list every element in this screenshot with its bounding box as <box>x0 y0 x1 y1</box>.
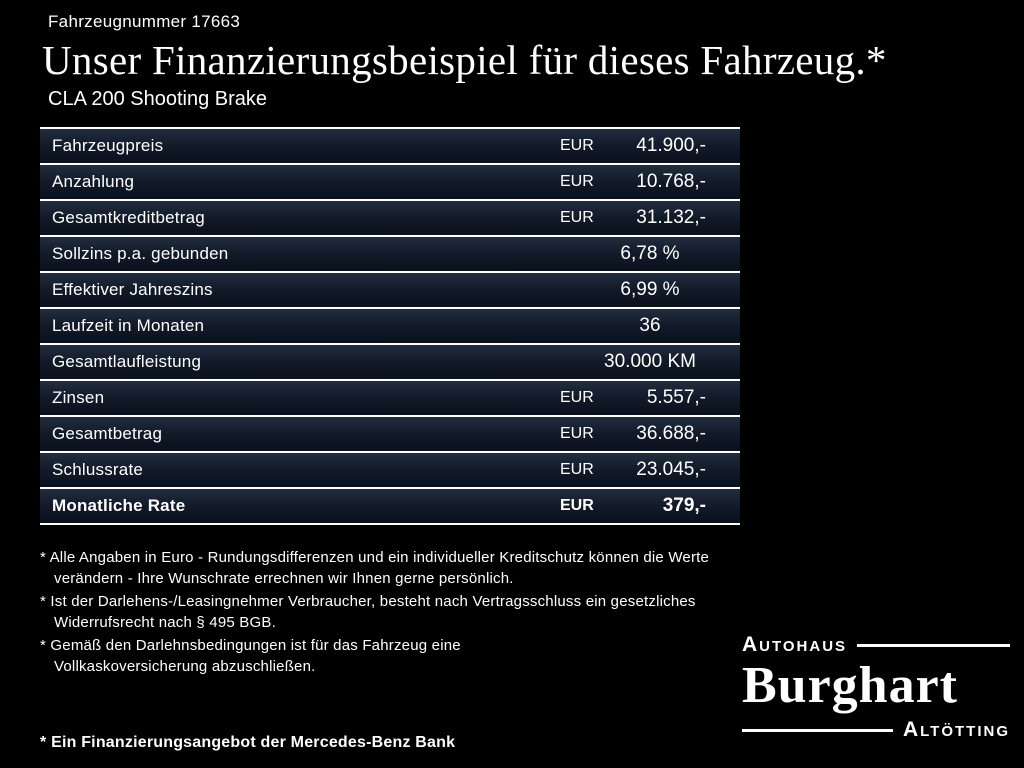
dealer-logo: Autohaus Burghart Altötting <box>742 633 1010 742</box>
row-value: 36.688,- <box>636 423 706 444</box>
row-value-area: EUR 31.132,- <box>560 201 740 235</box>
row-label: Fahrzeugpreis <box>52 136 164 155</box>
financing-offer-note: * Ein Finanzierungsangebot der Mercedes-… <box>40 734 456 751</box>
logo-altoetting-label: Altötting <box>902 718 1010 741</box>
table-row: Anzahlung EUR 10.768,- <box>40 165 740 201</box>
table-row: Laufzeit in Monaten 36 <box>40 309 740 345</box>
row-value-area: 36 <box>560 309 740 343</box>
footnotes: * Alle Angaben in Euro - Rundungsdiffere… <box>40 547 754 678</box>
row-label: Anzahlung <box>52 172 135 191</box>
vehicle-number: Fahrzeugnummer 17663 <box>48 12 241 31</box>
row-label: Sollzins p.a. gebunden <box>52 244 229 263</box>
row-value: 5.557,- <box>646 387 706 408</box>
row-value: 36 <box>639 315 661 336</box>
vehicle-model: CLA 200 Shooting Brake <box>48 88 268 110</box>
table-row: Gesamtbetrag EUR 36.688,- <box>40 417 740 453</box>
footnote: * Gemäß den Darlehnsbedingungen ist für … <box>40 636 461 676</box>
row-value-area: EUR 36.688,- <box>560 417 740 451</box>
row-value: 6,78 % <box>620 243 680 264</box>
row-value-area: 30.000 KM <box>560 345 740 379</box>
row-value: 30.000 KM <box>604 351 696 372</box>
row-label: Laufzeit in Monaten <box>52 316 205 335</box>
table-row: Zinsen EUR 5.557,- <box>40 381 740 417</box>
footnote: * Alle Angaben in Euro - Rundungsdiffere… <box>40 549 710 588</box>
row-currency: EUR <box>560 425 594 442</box>
table-row: Monatliche Rate EUR 379,- <box>40 489 740 525</box>
row-currency: EUR <box>560 461 594 478</box>
row-value: 379,- <box>662 495 706 516</box>
row-value-area: EUR 5.557,- <box>560 381 740 415</box>
row-label: Gesamtbetrag <box>52 424 163 443</box>
row-label: Monatliche Rate <box>52 496 186 515</box>
row-currency: EUR <box>560 497 594 514</box>
logo-bottom-rule <box>742 728 893 732</box>
logo-autohaus-label: Autohaus <box>742 633 848 657</box>
row-value: 6,99 % <box>620 279 680 300</box>
row-value: 31.132,- <box>636 207 706 228</box>
table-row: Gesamtlaufleistung 30.000 KM <box>40 345 740 381</box>
table-row: Sollzins p.a. gebunden 6,78 % <box>40 237 740 273</box>
row-currency: EUR <box>560 173 594 190</box>
row-label: Effektiver Jahreszins <box>52 280 213 299</box>
logo-bottom-row: Altötting <box>742 718 1010 742</box>
row-currency: EUR <box>560 389 594 406</box>
row-label: Gesamtkreditbetrag <box>52 208 205 227</box>
row-label: Schlussrate <box>52 460 144 479</box>
row-value-area: EUR 379,- <box>560 489 740 523</box>
row-currency: EUR <box>560 209 594 226</box>
row-value: 41.900,- <box>636 135 706 156</box>
footnote: * Ist der Darlehens-/Leasingnehmer Verbr… <box>40 592 696 632</box>
row-label: Zinsen <box>52 388 105 407</box>
row-value-area: EUR 23.045,- <box>560 453 740 487</box>
logo-top-row: Autohaus <box>742 633 1010 657</box>
table-row: Effektiver Jahreszins 6,99 % <box>40 273 740 309</box>
row-currency: EUR <box>560 137 594 154</box>
row-value-area: EUR 10.768,- <box>560 165 740 199</box>
row-value-area: 6,99 % <box>560 273 740 307</box>
finance-table: Fahrzeugpreis EUR 41.900,- Anzahlung EUR 10.7… <box>40 127 740 525</box>
page-title: Unser Finanzierungsbeispiel für dieses F… <box>42 37 887 83</box>
table-row: Fahrzeugpreis EUR 41.900,- <box>40 129 740 165</box>
logo-burghart-name: Burghart <box>742 657 958 715</box>
row-label: Gesamtlaufleistung <box>52 352 202 371</box>
row-value: 10.768,- <box>636 171 706 192</box>
row-value: 23.045,- <box>636 459 706 480</box>
logo-top-rule <box>857 643 1010 647</box>
row-value-area: EUR 41.900,- <box>560 129 740 163</box>
row-value-area: 6,78 % <box>560 237 740 271</box>
table-row: Schlussrate EUR 23.045,- <box>40 453 740 489</box>
table-row: Gesamtkreditbetrag EUR 31.132,- <box>40 201 740 237</box>
